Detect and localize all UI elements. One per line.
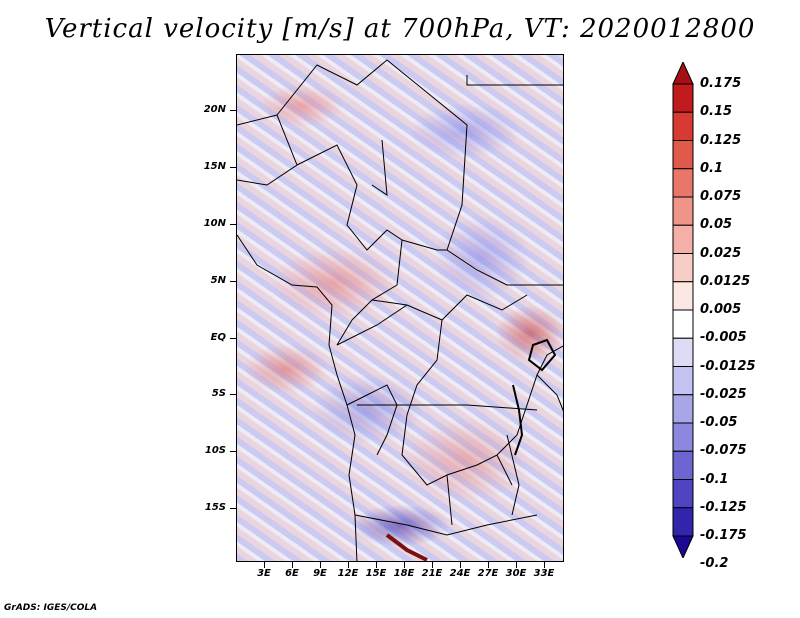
colorbar-label: -0.125: [700, 499, 747, 515]
colorbar-segment: [672, 309, 694, 339]
lon-tick: [376, 562, 377, 568]
colorbar-label: -0.0125: [700, 358, 756, 374]
colorbar-segment: [672, 83, 694, 113]
lon-tick: [544, 562, 545, 568]
lat-tick: [230, 167, 236, 168]
colorbar-label: 0.175: [700, 76, 742, 91]
colorbar-segment: [672, 196, 694, 226]
colorbar-segment: [672, 422, 694, 452]
lon-tick: [432, 562, 433, 568]
colorbar-segment: [672, 224, 694, 254]
colorbar-label: -0.2: [700, 556, 729, 572]
colorbar-segment: [672, 394, 694, 424]
chart-title: Vertical velocity [m/s] at 700hPa, VT: 2…: [44, 14, 756, 44]
colorbar-segment: [672, 281, 694, 311]
colorbar-label: -0.025: [700, 386, 747, 402]
colorbar: [672, 62, 694, 558]
colorbar-label: 0.05: [700, 217, 733, 233]
colorbar-segment: [672, 479, 694, 509]
colorbar-segment: [672, 507, 694, 537]
lon-label-12e: 12E: [337, 568, 359, 579]
lat-tick: [230, 508, 236, 509]
colorbar-segment: [672, 140, 694, 170]
lon-tick: [488, 562, 489, 568]
colorbar-segment: [672, 337, 694, 367]
lon-label-27e: 27E: [477, 568, 499, 579]
lat-tick: [230, 338, 236, 339]
lat-label-10n: 10N: [203, 218, 226, 229]
lat-label-eq: EQ: [210, 332, 226, 343]
lat-label-5n: 5N: [210, 275, 226, 286]
lat-tick: [230, 394, 236, 395]
lat-tick: [230, 451, 236, 452]
lon-label-15e: 15E: [365, 568, 387, 579]
colorbar-label: 0.075: [700, 189, 742, 204]
lat-tick: [230, 224, 236, 225]
country-borders: [237, 59, 563, 561]
lon-tick: [516, 562, 517, 568]
lat-label-15n: 15N: [203, 161, 226, 172]
lon-label-3e: 3E: [257, 568, 271, 579]
lon-tick: [460, 562, 461, 568]
colorbar-top-arrow: [672, 62, 694, 85]
colorbar-label: 0.0125: [700, 273, 751, 289]
lon-tick: [292, 562, 293, 568]
lat-label-15s: 15S: [204, 502, 226, 513]
lon-tick: [404, 562, 405, 568]
lon-label-24e: 24E: [449, 568, 471, 579]
credit-text: GrADS: IGES/COLA: [4, 603, 98, 613]
lon-label-6e: 6E: [285, 568, 299, 579]
colorbar-label: 0.025: [700, 245, 742, 261]
lat-label-5s: 5S: [211, 388, 226, 399]
lat-tick: [230, 281, 236, 282]
colorbar-label: -0.005: [700, 330, 747, 346]
lon-tick: [320, 562, 321, 568]
lat-tick: [230, 110, 236, 111]
colorbar-bottom-arrow: [672, 535, 694, 558]
colorbar-label: 0.125: [700, 132, 742, 148]
colorbar-label: 0.15: [700, 104, 733, 120]
lon-tick: [348, 562, 349, 568]
colorbar-label: 0.1: [700, 160, 724, 176]
colorbar-segment: [672, 450, 694, 480]
colorbar-segment: [672, 366, 694, 396]
map-plot-area: [236, 54, 564, 562]
lon-label-30e: 30E: [505, 568, 527, 579]
colorbar-label: -0.05: [700, 415, 738, 430]
lon-tick: [264, 562, 265, 568]
colorbar-label: -0.075: [700, 443, 747, 459]
colorbar-label: -0.175: [700, 528, 747, 543]
colorbar-segment: [672, 111, 694, 141]
lon-label-9e: 9E: [313, 568, 327, 579]
lat-label-10s: 10S: [204, 445, 226, 456]
lon-label-33e: 33E: [533, 568, 555, 579]
colorbar-label: -0.1: [700, 471, 729, 487]
lon-label-21e: 21E: [421, 568, 443, 579]
lon-label-18e: 18E: [393, 568, 415, 579]
colorbar-segment: [672, 253, 694, 283]
colorbar-label: 0.005: [700, 302, 742, 317]
colorbar-segment: [672, 168, 694, 198]
lat-label-20n: 20N: [203, 104, 226, 115]
